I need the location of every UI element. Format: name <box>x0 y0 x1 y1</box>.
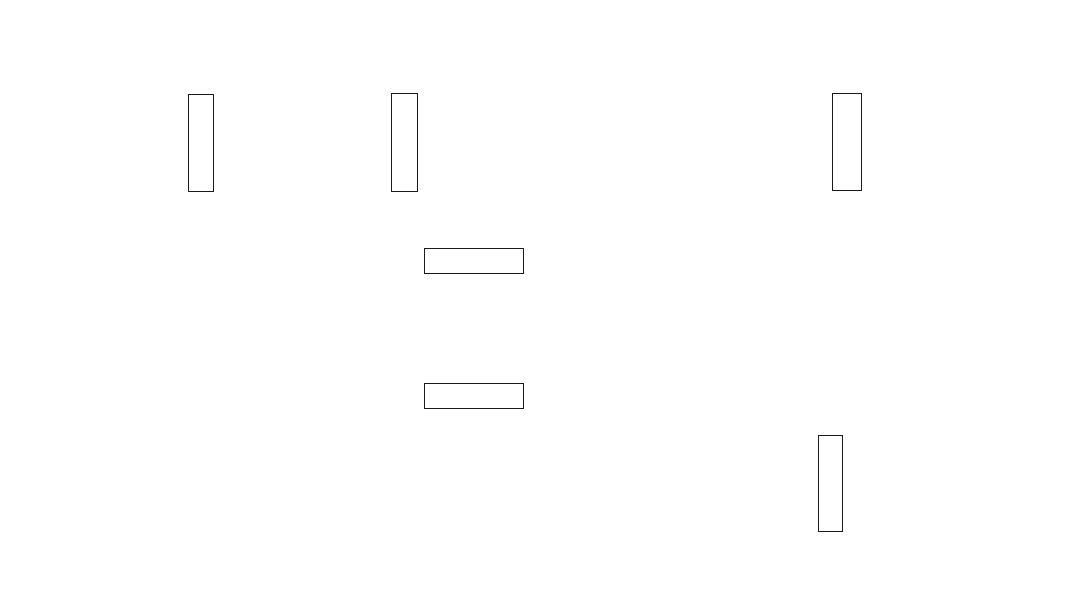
embedding-vector <box>391 93 418 192</box>
discriminator-box-bottom <box>889 372 979 593</box>
a-sequence-vector-top <box>424 248 524 274</box>
z-noise-vector <box>188 94 214 192</box>
discriminator-box-top <box>889 64 979 288</box>
x-distance-vector-bottom <box>818 435 843 532</box>
x-distance-vector-top <box>832 93 862 191</box>
a-sequence-vector-bottom <box>424 383 524 409</box>
transformer-box <box>267 91 357 186</box>
